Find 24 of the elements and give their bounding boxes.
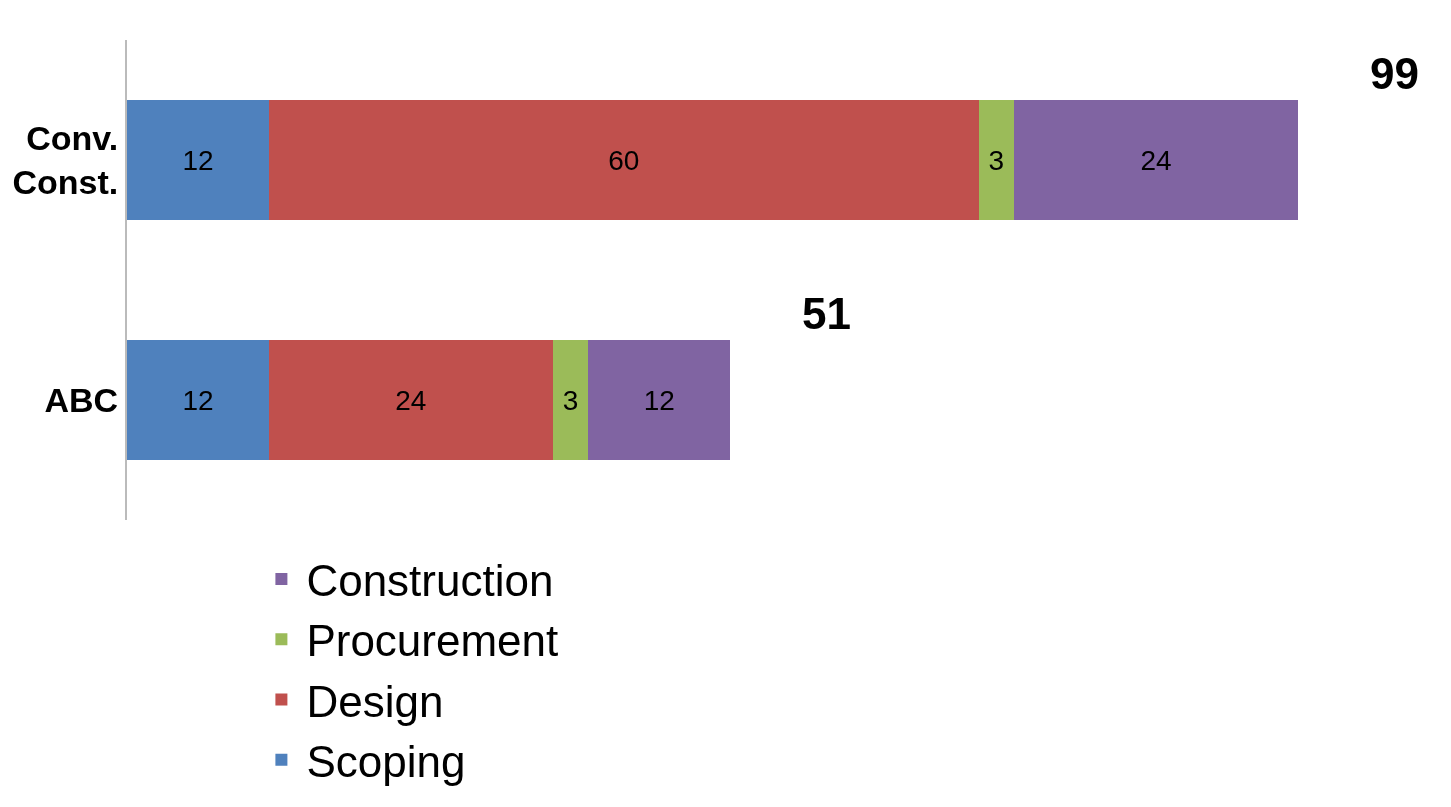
legend-label: Construction: [306, 556, 554, 606]
bar: [268, 100, 979, 220]
data-label: 3: [562, 384, 579, 416]
legend-label: Design: [306, 676, 444, 726]
bar: [268, 340, 553, 460]
data-label: 24: [1140, 144, 1172, 176]
data-label: 12: [182, 144, 214, 176]
total-label: 51: [802, 289, 851, 338]
bar: [978, 100, 1015, 220]
total-label: 99: [1370, 49, 1419, 98]
bar: [552, 340, 589, 460]
y-tick-label: Conv. Const.: [12, 118, 119, 201]
bar: [127, 340, 269, 460]
bar: [127, 100, 269, 220]
legend-label: Procurement: [306, 616, 559, 666]
bar: [588, 340, 731, 460]
data-label: 12: [182, 384, 214, 416]
data-label: 60: [608, 144, 640, 176]
data-label: 12: [643, 384, 675, 416]
data-label: 3: [988, 144, 1005, 176]
bar: [1014, 100, 1298, 220]
data-label: 24: [395, 384, 427, 416]
legend-label: Scoping: [306, 736, 466, 786]
y-tick-label: ABC: [44, 380, 119, 419]
